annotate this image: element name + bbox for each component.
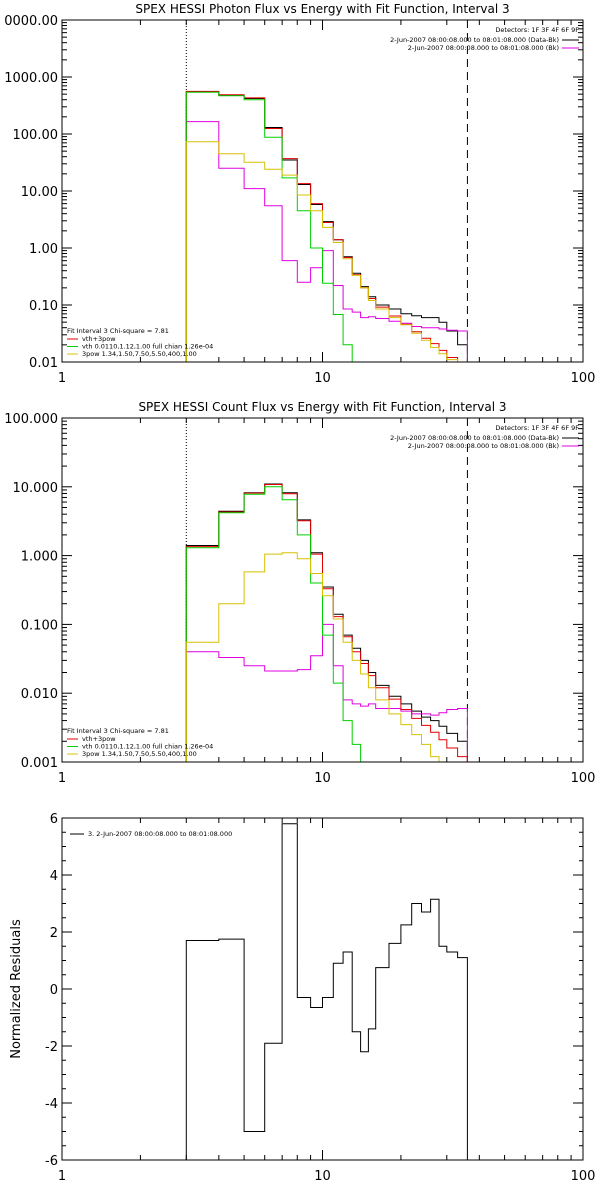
y-tick-label: -2: [45, 1040, 58, 1055]
fit-interval-label: Fit Interval 3 Chi-square = 7.81: [67, 727, 169, 735]
legend-entry-label: 2-Jun-2007 08:00:08.000 to 08:01:08.000 …: [408, 442, 559, 450]
fit-legend-label: vth 0.0110,1.12,1.00 full chian 1.26e-04: [82, 743, 213, 751]
y-tick-label: 1000.00: [4, 71, 58, 86]
y-tick-label: 0.01: [29, 356, 58, 371]
series-line-vth: [185, 91, 353, 362]
legend-header: Detectors: 1F 3F 4F 6F 9F: [495, 424, 579, 432]
legend-entry-label: 2-Jun-2007 08:00:08.000 to 08:01:08.000 …: [390, 36, 559, 44]
fit-legend-label: vth 0.0110,1.12,1.00 full chian 1.26e-04: [82, 343, 213, 351]
y-tick-label: 0.010: [21, 687, 58, 702]
x-tick-label: 100: [571, 771, 596, 786]
y-tick-label: 100.00: [13, 128, 59, 143]
legend-entry-label: 2-Jun-2007 08:00:08.000 to 08:01:08.000 …: [408, 44, 559, 52]
y-tick-label: 10.00: [21, 185, 58, 200]
fit-legend-label: 3pow 1.34,1.50,7.50,5.50,400,1.00: [82, 750, 197, 758]
chart-panel-1: SPEX HESSI Photon Flux vs Energy with Fi…: [4, 2, 596, 386]
series-line-data-bk: [185, 91, 468, 362]
y-tick-label: 4: [50, 869, 58, 884]
fit-legend-label: vth+3pow: [82, 735, 116, 743]
legend-entry-label: 2-Jun-2007 08:00:08.000 to 08:01:08.000 …: [390, 434, 559, 442]
series-line-bk: [185, 623, 468, 762]
y-tick-label: 0.10: [29, 299, 58, 314]
fit-legend-label: 3pow 1.34,1.50,7.50,5.50,400,1.00: [82, 350, 197, 358]
y-tick-label: 10.000: [13, 481, 59, 496]
plot-frame: [61, 19, 584, 363]
residual-legend-label: 3. 2-Jun-2007 08:00:08.000 to 08:01:08.0…: [88, 830, 232, 838]
chart-panel-3: 1 10 100 -6 -4 -2 0 2 4 6 Normalized Residuals 3. 2…: [9, 812, 596, 1184]
y-tick-label: 6: [50, 812, 58, 827]
plot-frame: [61, 417, 584, 763]
x-tick-label: 100: [571, 371, 596, 386]
y-tick-label: 100.000: [4, 412, 58, 427]
series-line-vth-3pow: [185, 484, 468, 762]
x-tick-label: 10: [314, 771, 331, 786]
x-tick-label: 10: [314, 371, 331, 386]
series-line-3pow: [185, 552, 440, 762]
y-tick-label: 1.00: [29, 242, 58, 257]
series-line-bk: [185, 121, 468, 362]
y-tick-label: 2: [50, 926, 58, 941]
x-tick-label: 10: [314, 1169, 331, 1184]
y-tick-label: 0.100: [21, 618, 58, 633]
chart-panel-2: SPEX HESSI Count Flux vs Energy with Fit…: [4, 400, 596, 786]
fit-interval-label: Fit Interval 3 Chi-square = 7.81: [67, 327, 169, 335]
legend-header: Detectors: 1F 3F 4F 6F 9F: [495, 26, 579, 34]
fit-legend-label: vth+3pow: [82, 335, 116, 343]
y-tick-label: 0: [50, 983, 58, 998]
x-tick-label: 1: [58, 371, 66, 386]
series-line-3-2-jun-2007-08-00-08-000-to-08-01-08-000: [185, 823, 468, 1160]
series-line-vth: [185, 486, 362, 762]
y-tick-label: 0.001: [21, 756, 58, 771]
y-axis-label: Normalized Residuals: [9, 919, 24, 1059]
chart-title: SPEX HESSI Photon Flux vs Energy with Fi…: [135, 2, 509, 16]
y-tick-label: -4: [45, 1097, 58, 1112]
chart-title: SPEX HESSI Count Flux vs Energy with Fit…: [138, 400, 506, 414]
x-tick-label: 100: [571, 1169, 596, 1184]
series-line-3pow: [185, 141, 459, 362]
y-tick-label: -6: [45, 1154, 58, 1169]
x-tick-label: 1: [58, 1169, 66, 1184]
plot-frame: [61, 817, 584, 1161]
x-tick-label: 1: [58, 771, 66, 786]
y-tick-label: 1.000: [21, 550, 58, 565]
y-tick-label: 0000.00: [4, 14, 58, 29]
